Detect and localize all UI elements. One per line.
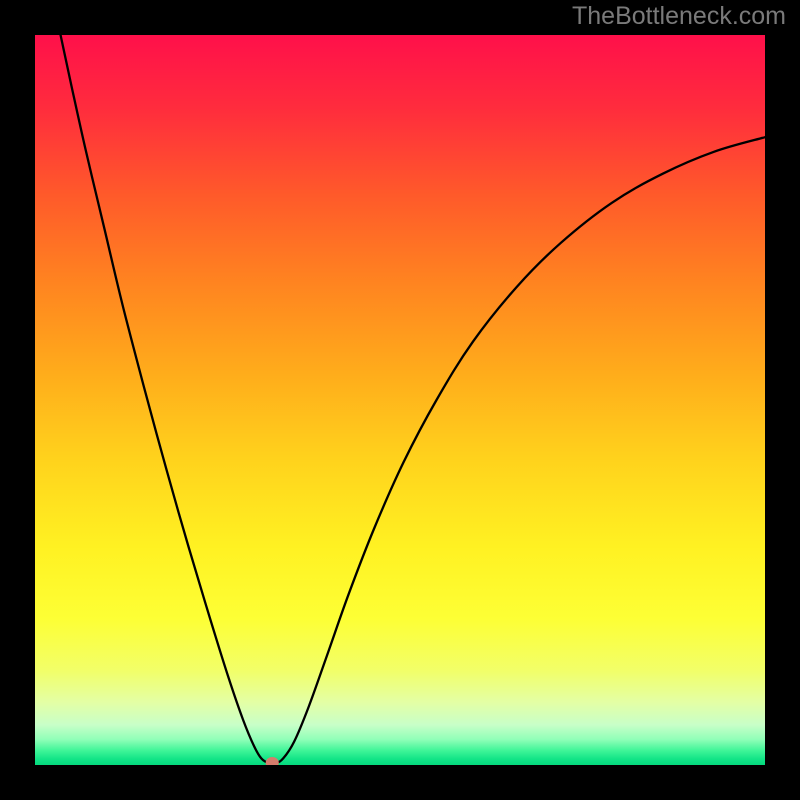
page-container: TheBottleneck.com	[0, 0, 800, 800]
minimum-marker	[266, 757, 279, 765]
plot-area	[35, 35, 765, 765]
bottleneck-curve	[61, 35, 765, 763]
watermark-text: TheBottleneck.com	[572, 2, 786, 31]
curve-overlay	[35, 35, 765, 765]
